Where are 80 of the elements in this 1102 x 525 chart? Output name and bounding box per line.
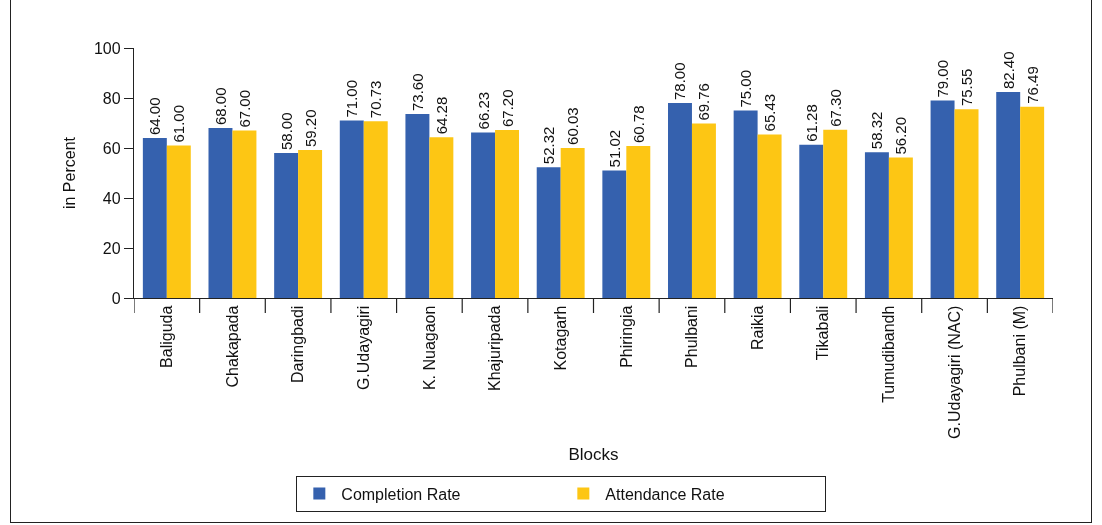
y-tick-label: 100 (93, 39, 121, 57)
data-label: 61.00 (170, 104, 188, 143)
bar (823, 129, 848, 298)
x-axis-title: Blocks (568, 445, 619, 465)
bar (602, 170, 627, 298)
x-tick-label: Tikabali (814, 305, 832, 361)
bar (232, 130, 257, 298)
data-label: 75.55 (958, 68, 976, 107)
x-tick-label: Daringbadi (289, 305, 307, 383)
data-label: 58.00 (277, 112, 295, 150)
x-tick-label: G.Udayagiri (354, 305, 372, 391)
data-label: 67.00 (235, 89, 253, 128)
data-label: 61.28 (802, 104, 820, 142)
data-label: 82.40 (999, 51, 1017, 89)
y-tick-label: 0 (111, 289, 121, 307)
bar (471, 132, 496, 298)
bar (166, 145, 191, 298)
data-label: 75.00 (737, 69, 755, 108)
data-label: 52.32 (540, 126, 558, 165)
bar (733, 110, 758, 298)
bar (996, 92, 1021, 298)
data-label: 60.78 (629, 105, 647, 144)
data-label: 60.03 (564, 107, 582, 145)
bar (429, 137, 454, 298)
data-label: 67.20 (498, 89, 516, 127)
x-tick-label: Kotagarh (551, 305, 569, 371)
x-tick-label: Phulbani (683, 305, 701, 368)
data-label: 71.00 (343, 79, 361, 118)
x-tick-label: Baliguda (158, 305, 176, 368)
x-tick-label: Phulbani (M) (1011, 305, 1029, 397)
x-tick-label: K. Nuagaon (420, 305, 438, 391)
x-tick-label: Chakapada (223, 305, 241, 388)
data-label: 65.43 (761, 93, 779, 132)
bar (560, 147, 585, 298)
data-label: 73.60 (408, 73, 426, 111)
data-label: 67.30 (826, 89, 844, 127)
bar (930, 100, 955, 298)
y-tick-label: 80 (102, 89, 121, 107)
bar (339, 120, 364, 298)
y-tick-label: 60 (102, 139, 121, 157)
bar (668, 103, 692, 298)
bar (363, 121, 388, 298)
bar (1020, 106, 1045, 298)
data-label: 69.76 (695, 83, 713, 121)
data-label: 70.73 (367, 80, 385, 119)
data-label: 78.00 (671, 62, 689, 100)
y-tick-label: 20 (102, 239, 121, 257)
bar (888, 157, 913, 298)
bar (208, 128, 233, 298)
data-label: 64.28 (432, 96, 450, 135)
bar (954, 109, 979, 298)
bar (298, 150, 323, 298)
bar (405, 114, 430, 298)
x-tick-label: Phiringia (617, 305, 635, 368)
data-label: 76.49 (1023, 66, 1041, 104)
bar (757, 134, 782, 298)
data-label: 56.20 (892, 116, 910, 155)
bar (495, 130, 519, 298)
bar (626, 146, 651, 298)
data-label: 64.00 (146, 97, 164, 135)
bar (536, 167, 561, 298)
bar (274, 153, 299, 298)
data-label: 68.00 (211, 87, 229, 125)
x-tick-label: Tumudibandh (880, 305, 898, 403)
legend-label: Completion Rate (341, 485, 461, 503)
data-label: 59.20 (301, 109, 319, 147)
y-axis-title: in Percent (60, 136, 78, 210)
y-tick-label: 40 (102, 189, 121, 207)
bar (864, 152, 889, 298)
bar (142, 138, 167, 298)
x-tick-label: Khajuripada (486, 305, 504, 392)
data-label: 66.23 (474, 91, 492, 130)
legend-label: Attendance Rate (605, 485, 725, 503)
data-label: 51.02 (605, 129, 623, 168)
data-label: 58.32 (868, 111, 886, 150)
x-tick-label: Raikia (748, 305, 766, 351)
data-label: 79.00 (934, 59, 952, 98)
x-tick-label: G.Udayagiri (NAC) (945, 305, 963, 439)
bar (799, 144, 824, 298)
bar (691, 123, 716, 298)
